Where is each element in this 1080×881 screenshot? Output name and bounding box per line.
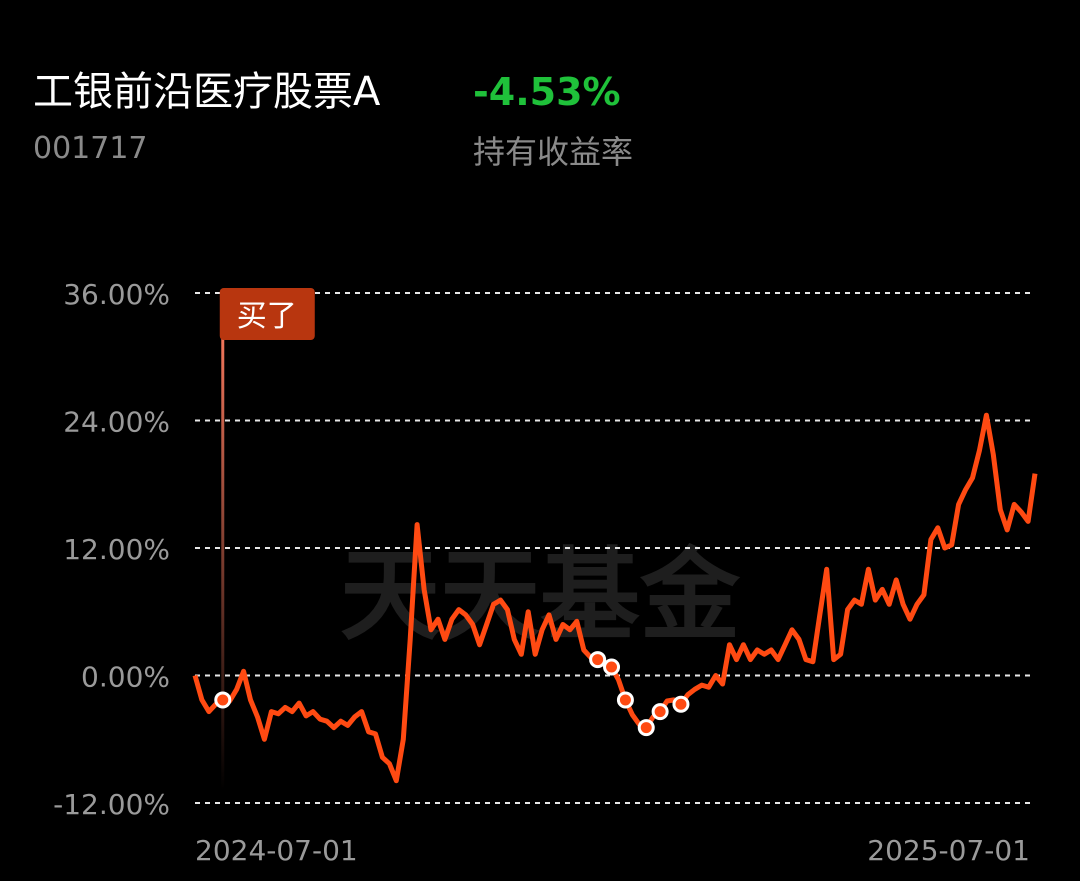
transaction-point — [616, 691, 634, 709]
annotation-text: 买了 — [237, 299, 297, 334]
annotation-box — [219, 288, 315, 340]
return-value: -4.53% — [473, 70, 621, 114]
transaction-point — [214, 691, 232, 709]
fund-code: 001717 — [33, 131, 148, 166]
transaction-point — [672, 695, 690, 713]
y-tick-label: 36.00% — [63, 278, 170, 311]
annotation-line — [221, 338, 225, 790]
fund-title: 工银前沿医疗股票A — [33, 69, 381, 115]
y-tick-label: 24.00% — [63, 406, 170, 439]
x-tick-label: 2024-07-01 — [195, 834, 358, 867]
transaction-point — [589, 651, 607, 669]
y-tick-label: 12.00% — [63, 533, 170, 566]
transaction-point — [637, 719, 655, 737]
transaction-point — [651, 703, 669, 721]
x-tick-label: 2025-07-01 — [867, 834, 1030, 867]
y-tick-label: -12.00% — [53, 788, 170, 821]
return-label: 持有收益率 — [473, 133, 633, 171]
transaction-point — [603, 658, 621, 676]
y-tick-label: 0.00% — [81, 661, 170, 694]
